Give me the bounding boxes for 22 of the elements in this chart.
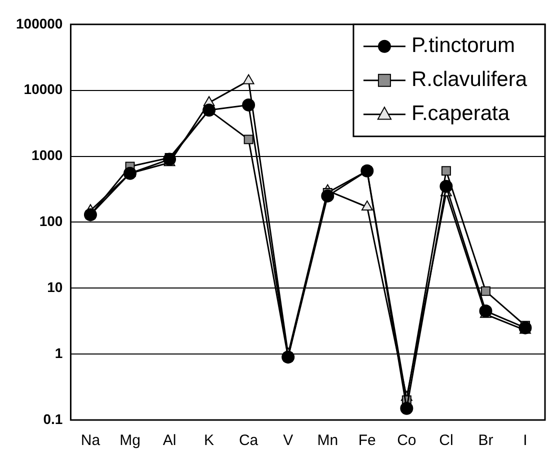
- x-tick-label: Cl: [439, 432, 454, 450]
- legend-label: P.tinctorum: [411, 34, 515, 58]
- x-tick-label: V: [283, 432, 294, 450]
- legend-label: R.clavulifera: [411, 68, 528, 92]
- x-tick-label: Na: [80, 432, 101, 450]
- x-tick-label: Fe: [358, 432, 376, 450]
- x-tick-label: I: [523, 432, 528, 450]
- y-tick-label: 100000: [16, 15, 63, 32]
- legend-label: F.caperata: [411, 102, 510, 126]
- y-tick-label: 1000: [32, 147, 63, 164]
- x-tick-label: K: [204, 432, 214, 450]
- x-tick-label: Ca: [238, 432, 259, 450]
- x-tick-label: Mg: [120, 432, 140, 450]
- y-tick-label: 10000: [24, 81, 63, 98]
- y-tick-label: 10: [47, 278, 63, 295]
- y-tick-label: 0.1: [43, 410, 63, 427]
- x-tick-label: Co: [397, 432, 416, 450]
- y-tick-label: 1: [54, 344, 63, 361]
- y-tick-label: 100: [39, 213, 63, 230]
- x-tick-label: Br: [478, 432, 494, 450]
- x-tick-label: Mn: [317, 432, 338, 450]
- x-tick-label: Al: [162, 432, 176, 450]
